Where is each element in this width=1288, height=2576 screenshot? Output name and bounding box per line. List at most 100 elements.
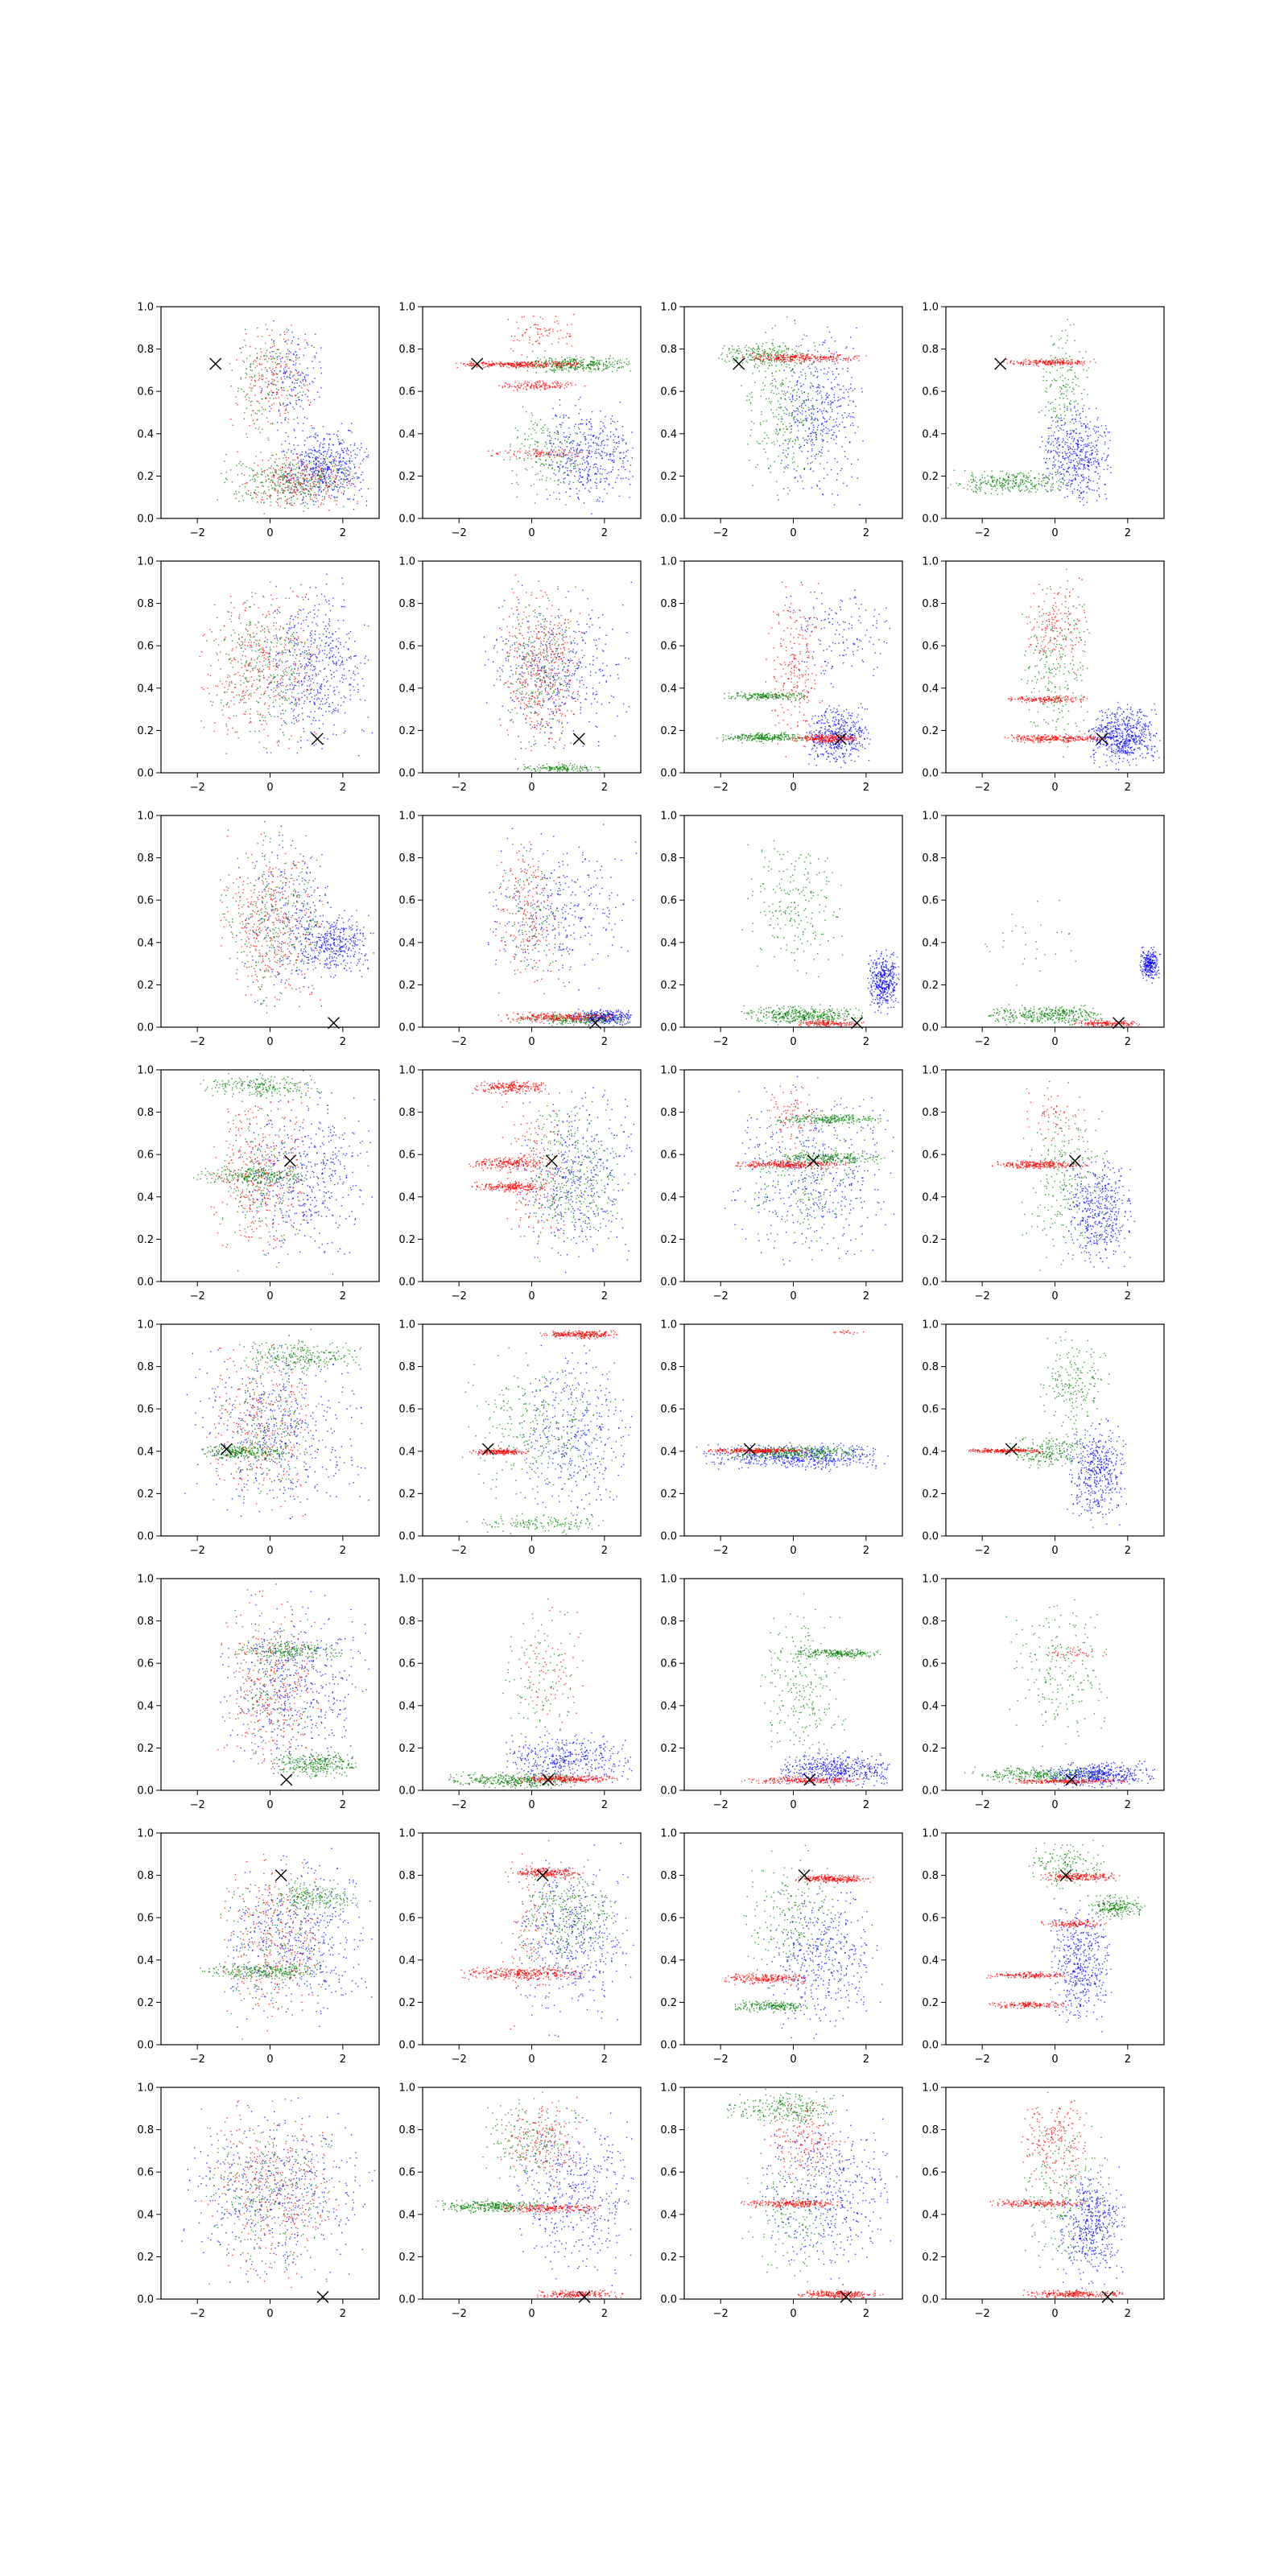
point-red (523, 361, 526, 363)
point-blue (336, 474, 338, 477)
point-blue (342, 456, 344, 459)
point-green (536, 424, 539, 427)
point-blue (322, 460, 324, 462)
point-blue (820, 369, 822, 371)
point-green (573, 465, 575, 468)
point-red (311, 478, 312, 480)
point-red (273, 402, 275, 405)
point-green (583, 369, 584, 372)
point-blue (545, 460, 547, 461)
point-blue (549, 494, 551, 496)
point-red (506, 363, 508, 365)
point-red (287, 502, 288, 504)
point-green (331, 488, 332, 489)
point-blue (308, 390, 310, 392)
point-red (536, 387, 538, 389)
point-blue (791, 446, 794, 448)
point-blue (615, 442, 617, 444)
point-blue (807, 450, 809, 452)
point-green (329, 477, 332, 479)
point-red (520, 361, 522, 363)
point-blue (1044, 461, 1046, 464)
point-blue (283, 373, 285, 374)
point-green (764, 352, 766, 353)
point-blue (848, 415, 849, 417)
point-red (469, 361, 471, 363)
point-blue (802, 338, 803, 341)
point-green (551, 370, 553, 372)
point-blue (610, 423, 612, 424)
point-blue (1073, 466, 1075, 468)
point-green (590, 364, 592, 365)
point-red (855, 355, 857, 357)
point-red (268, 357, 270, 359)
point-red (802, 358, 803, 360)
point-green (791, 369, 793, 371)
point-blue (607, 454, 609, 456)
point-green (293, 480, 295, 481)
point-green (279, 371, 281, 373)
point-green (284, 490, 286, 492)
point-red (308, 404, 311, 406)
point-green (295, 479, 298, 481)
point-blue (1075, 421, 1077, 423)
point-green (789, 440, 791, 441)
point-blue (566, 454, 568, 456)
point-red (852, 357, 854, 359)
point-blue (336, 436, 339, 437)
point-blue (587, 478, 588, 480)
point-red (516, 388, 518, 390)
point-red (276, 391, 278, 393)
point-red (285, 471, 287, 473)
point-red (315, 478, 316, 480)
point-red (304, 475, 306, 477)
point-red (807, 357, 809, 359)
point-red (301, 470, 303, 472)
point-blue (310, 448, 312, 451)
point-blue (599, 453, 601, 455)
point-green (258, 402, 260, 404)
point-blue (1069, 473, 1071, 476)
point-blue (1058, 460, 1059, 462)
point-green (295, 475, 297, 477)
point-green (597, 362, 599, 364)
point-blue (830, 382, 832, 383)
point-green (758, 346, 759, 349)
point-green (332, 469, 335, 471)
point-blue (588, 475, 590, 477)
point-blue (1046, 468, 1048, 469)
point-green (569, 367, 571, 369)
point-blue (348, 466, 349, 468)
point-blue (606, 473, 608, 474)
point-red (279, 478, 281, 481)
point-red (804, 359, 806, 361)
point-green (781, 383, 782, 385)
point-blue (1056, 442, 1058, 444)
point-blue (825, 421, 828, 423)
point-green (601, 369, 603, 372)
point-blue (1098, 494, 1100, 496)
point-blue (1071, 419, 1073, 420)
point-green (749, 355, 751, 357)
point-blue (314, 449, 316, 451)
point-red (566, 324, 568, 326)
point-blue (293, 374, 295, 376)
point-green (775, 432, 777, 435)
point-red (845, 358, 847, 360)
point-green (549, 363, 551, 365)
point-green (593, 361, 596, 363)
point-blue (631, 457, 633, 459)
point-green (614, 360, 616, 361)
point-blue (588, 450, 590, 452)
point-green (539, 367, 542, 369)
point-blue (568, 417, 570, 419)
point-blue (828, 350, 830, 352)
point-blue (347, 478, 349, 480)
point-blue (1071, 438, 1073, 440)
point-green (290, 359, 291, 361)
point-green (572, 359, 575, 361)
point-red (309, 488, 311, 489)
point-blue (1096, 467, 1098, 469)
point-green (309, 493, 312, 495)
point-green (806, 419, 807, 421)
